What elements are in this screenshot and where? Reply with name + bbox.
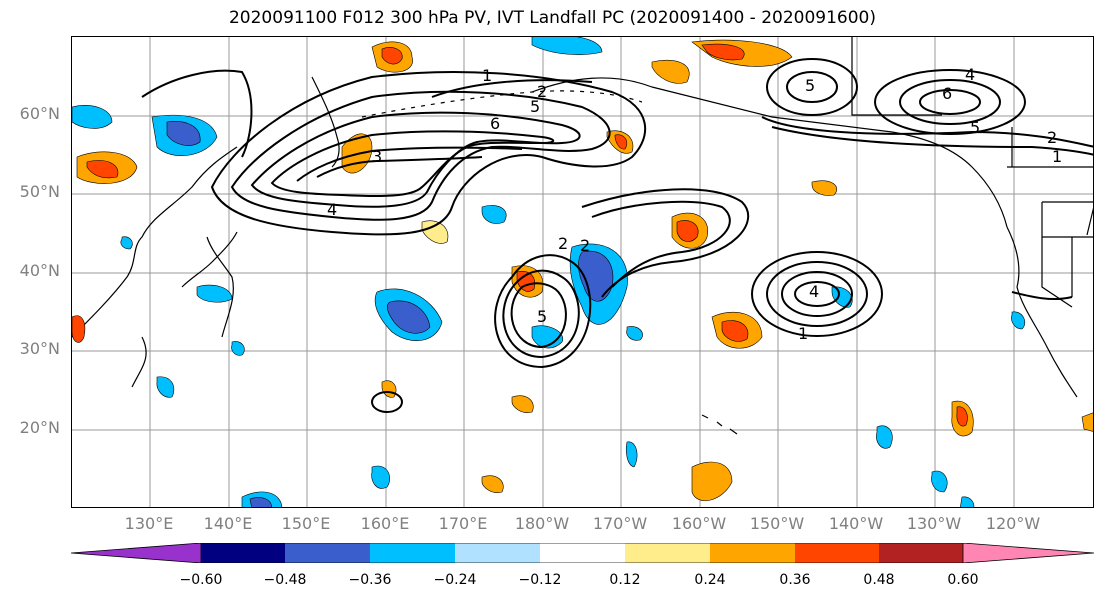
colorbar-bin xyxy=(710,543,795,563)
lon-label: 120°W xyxy=(985,514,1041,533)
colorbar-tick: −0.36 xyxy=(348,572,392,588)
lat-label: 20°N xyxy=(19,418,60,437)
contour-label: 1 xyxy=(1052,147,1062,166)
contour-label: 5 xyxy=(537,307,547,326)
colorbar-tick: −0.60 xyxy=(179,572,223,588)
contour-label: 1 xyxy=(482,66,492,85)
lon-label: 170°W xyxy=(592,514,648,533)
contour-label: 5 xyxy=(805,76,815,95)
map-canvas: 1 2 4 6 5 4 5 6 5 2 1 4 2 5 2 1 3 xyxy=(72,37,1093,507)
contour-labels: 1 2 4 6 5 4 5 6 5 2 1 4 2 5 2 1 3 xyxy=(327,65,1062,343)
contour-label: 3 xyxy=(372,147,382,166)
plot-title: 2020091100 F012 300 hPa PV, IVT Landfall… xyxy=(228,8,876,28)
lon-label: 180°W xyxy=(514,514,570,533)
lon-label: 140°E xyxy=(203,514,253,533)
contour-label: 6 xyxy=(490,114,500,133)
colorbar-tick: 0.48 xyxy=(863,572,895,588)
lon-label: 130°W xyxy=(906,514,962,533)
contour-label: 1 xyxy=(798,324,808,343)
colorbar-tick: 0.24 xyxy=(694,572,726,588)
colorbar-extend-low xyxy=(71,543,202,563)
lat-label: 50°N xyxy=(19,182,60,201)
colorbar-bin xyxy=(370,543,455,563)
lat-label: 40°N xyxy=(19,261,60,280)
colorbar-tick: −0.48 xyxy=(263,572,307,588)
lon-label: 130°E xyxy=(124,514,174,533)
map-panel: 1 2 4 6 5 4 5 6 5 2 1 4 2 5 2 1 3 xyxy=(71,36,1094,508)
colorbar-tick: 0.12 xyxy=(609,572,641,588)
contour-label: 2 xyxy=(537,82,547,101)
contour-label: 2 xyxy=(1047,128,1057,147)
contour-label: 5 xyxy=(970,118,980,137)
colorbar-tick: −0.24 xyxy=(433,572,477,588)
contour-label: 2 xyxy=(580,236,590,255)
colorbar-bin xyxy=(455,543,540,563)
pv-shading xyxy=(72,37,1093,507)
colorbar-bin xyxy=(285,543,370,563)
contour-label: 6 xyxy=(942,84,952,103)
contour-label: 4 xyxy=(965,65,975,84)
lon-label: 160°E xyxy=(360,514,410,533)
contour-label: 4 xyxy=(327,200,337,219)
lat-label: 30°N xyxy=(19,339,60,358)
colorbar-bin xyxy=(879,543,963,563)
lat-label: 60°N xyxy=(19,104,60,123)
colorbar-bin xyxy=(201,543,285,563)
contour-label: 2 xyxy=(558,234,568,253)
lon-label: 160°W xyxy=(671,514,727,533)
colorbar-bin xyxy=(625,543,710,563)
lon-label: 170°E xyxy=(438,514,488,533)
lon-label: 150°W xyxy=(749,514,805,533)
colorbar-bin xyxy=(795,543,879,563)
lon-label: 140°W xyxy=(828,514,884,533)
colorbar-extend-high xyxy=(962,543,1094,563)
colorbar xyxy=(71,543,1094,563)
colorbar-tick: −0.12 xyxy=(518,572,562,588)
colorbar-bin xyxy=(540,543,625,563)
colorbar-tick: 0.36 xyxy=(779,572,811,588)
contour-label: 5 xyxy=(530,97,540,116)
colorbar-tick: 0.60 xyxy=(947,572,979,588)
lon-label: 150°E xyxy=(281,514,331,533)
contour-label: 4 xyxy=(809,282,819,301)
ivt-contours xyxy=(141,58,1093,413)
